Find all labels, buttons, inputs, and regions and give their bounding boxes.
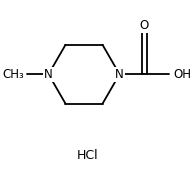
Text: O: O: [140, 19, 149, 32]
Text: N: N: [115, 68, 124, 81]
Text: HCl: HCl: [76, 149, 98, 162]
Text: OH: OH: [174, 68, 191, 81]
Text: CH₃: CH₃: [2, 68, 24, 81]
Text: N: N: [44, 68, 53, 81]
